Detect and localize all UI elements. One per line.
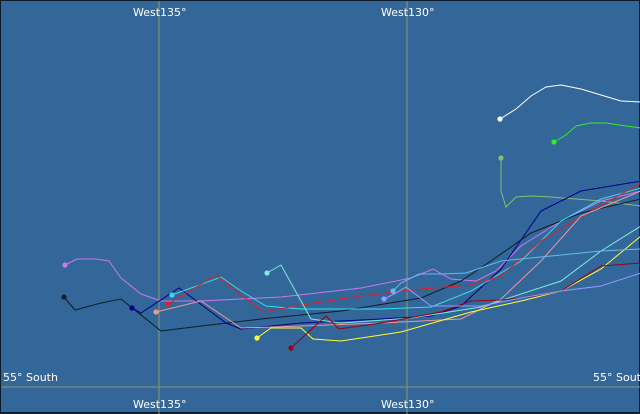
track-line-yellow[interactable] — [256, 236, 640, 342]
track-start-marker-navy[interactable] — [129, 305, 135, 311]
track-line-periwinkle[interactable] — [383, 272, 640, 307]
track-start-marker-black[interactable] — [61, 294, 67, 300]
track-start-marker-aquamarine[interactable] — [264, 270, 270, 276]
track-start-marker-sage[interactable] — [498, 155, 504, 161]
track-line-skyblue[interactable] — [392, 248, 640, 292]
track-start-marker-white[interactable] — [497, 116, 503, 122]
latitude-label-right-55s: 55° South — [593, 371, 640, 384]
track-line-navy[interactable] — [131, 180, 640, 330]
track-start-marker-yellow[interactable] — [254, 335, 260, 341]
track-line-black[interactable] — [63, 198, 640, 332]
track-start-marker-green[interactable] — [551, 139, 557, 145]
track-start-marker-red[interactable] — [165, 301, 171, 307]
track-line-violet[interactable] — [64, 190, 640, 302]
track-start-marker-periwinkle[interactable] — [381, 296, 387, 302]
track-start-marker-salmon[interactable] — [153, 309, 159, 315]
track-start-markers — [61, 116, 557, 351]
track-line-red[interactable] — [167, 182, 640, 313]
track-lines — [63, 84, 640, 349]
track-start-marker-skyblue[interactable] — [390, 288, 396, 294]
longitude-label-top-130w: West130° — [381, 6, 435, 19]
track-start-marker-violet[interactable] — [62, 262, 68, 268]
track-start-marker-darkred[interactable] — [288, 345, 294, 351]
track-line-white[interactable] — [499, 84, 640, 120]
track-start-marker-cyan[interactable] — [169, 292, 175, 298]
track-line-cyan[interactable] — [171, 187, 640, 310]
latitude-label-left-55s: 55° South — [3, 371, 58, 384]
track-line-darkred[interactable] — [290, 262, 640, 349]
track-line-sage[interactable] — [500, 158, 640, 208]
longitude-label-bottom-135w: West135° — [133, 398, 187, 411]
track-line-salmon[interactable] — [155, 190, 640, 329]
track-line-green[interactable] — [553, 122, 640, 143]
longitude-label-top-135w: West135° — [133, 6, 187, 19]
longitude-label-bottom-130w: West130° — [381, 398, 435, 411]
